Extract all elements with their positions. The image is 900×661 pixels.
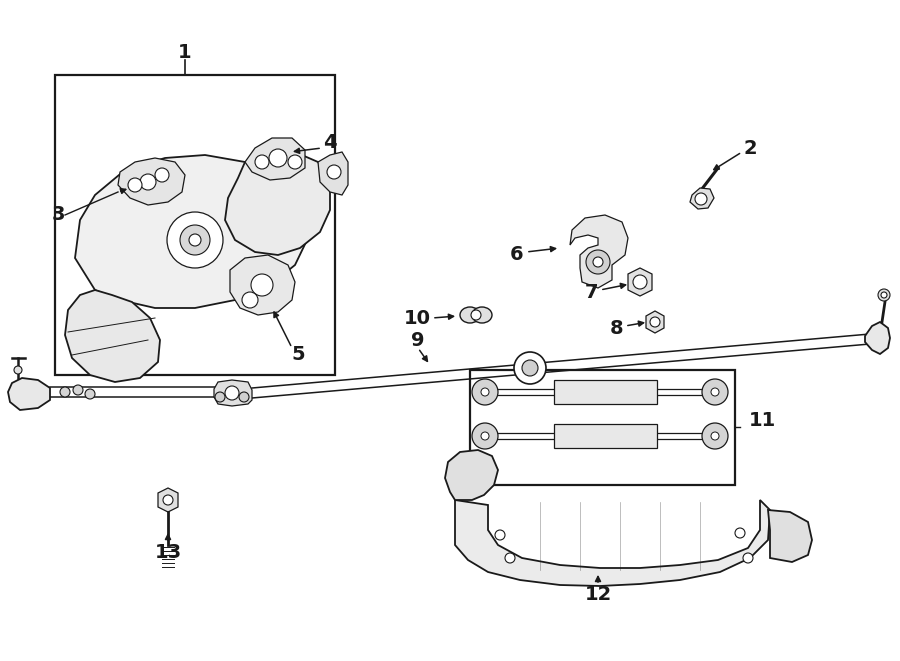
Circle shape [586, 250, 610, 274]
Circle shape [180, 225, 210, 255]
Circle shape [743, 553, 753, 563]
Circle shape [702, 423, 728, 449]
Circle shape [73, 385, 83, 395]
Polygon shape [455, 500, 770, 586]
Circle shape [711, 432, 719, 440]
Ellipse shape [460, 307, 480, 323]
Circle shape [495, 530, 505, 540]
Text: 11: 11 [749, 410, 776, 430]
Polygon shape [158, 488, 178, 512]
Polygon shape [8, 378, 50, 410]
Circle shape [881, 292, 887, 298]
Circle shape [215, 392, 225, 402]
Polygon shape [646, 311, 664, 333]
Polygon shape [865, 322, 890, 354]
Circle shape [85, 389, 95, 399]
Text: 10: 10 [403, 309, 430, 327]
Circle shape [522, 360, 538, 376]
Circle shape [650, 317, 660, 327]
Text: 6: 6 [510, 245, 524, 264]
Circle shape [155, 168, 169, 182]
Circle shape [735, 528, 745, 538]
Circle shape [514, 352, 546, 384]
Bar [470, 370, 735, 485]
Text: 9: 9 [411, 330, 425, 350]
Circle shape [242, 292, 258, 308]
Circle shape [60, 387, 70, 397]
Circle shape [472, 379, 498, 405]
Circle shape [128, 178, 142, 192]
Polygon shape [225, 152, 330, 255]
Text: 8: 8 [610, 319, 624, 338]
Circle shape [481, 388, 489, 396]
Circle shape [140, 174, 156, 190]
Circle shape [251, 274, 273, 296]
Polygon shape [318, 152, 348, 195]
Circle shape [593, 257, 603, 267]
Circle shape [878, 289, 890, 301]
Circle shape [269, 149, 287, 167]
Circle shape [633, 275, 647, 289]
Polygon shape [75, 155, 308, 308]
Text: 4: 4 [323, 134, 337, 153]
Circle shape [225, 386, 239, 400]
Text: 12: 12 [584, 586, 612, 605]
Polygon shape [768, 510, 812, 562]
Ellipse shape [472, 307, 492, 323]
Text: 3: 3 [51, 206, 65, 225]
Text: 7: 7 [585, 282, 598, 301]
Circle shape [471, 310, 481, 320]
Polygon shape [214, 380, 252, 406]
Polygon shape [570, 215, 628, 288]
Circle shape [288, 155, 302, 169]
Polygon shape [245, 138, 305, 180]
Circle shape [14, 366, 22, 374]
Circle shape [167, 212, 223, 268]
Circle shape [505, 553, 515, 563]
Circle shape [189, 234, 201, 246]
Circle shape [239, 392, 249, 402]
Circle shape [695, 193, 707, 205]
Text: 13: 13 [155, 543, 182, 561]
Circle shape [255, 155, 269, 169]
Polygon shape [445, 450, 498, 500]
Circle shape [481, 432, 489, 440]
Text: 1: 1 [178, 42, 192, 61]
Polygon shape [65, 290, 160, 382]
Polygon shape [118, 158, 185, 205]
Bar [55, 75, 335, 375]
Circle shape [163, 495, 173, 505]
Circle shape [702, 379, 728, 405]
Circle shape [327, 165, 341, 179]
Circle shape [711, 388, 719, 396]
Bar [554, 380, 657, 404]
Polygon shape [690, 188, 714, 209]
Bar [554, 424, 657, 448]
Polygon shape [230, 255, 295, 315]
Text: 2: 2 [743, 139, 757, 157]
Text: 5: 5 [292, 346, 305, 364]
Circle shape [472, 423, 498, 449]
Polygon shape [628, 268, 652, 296]
